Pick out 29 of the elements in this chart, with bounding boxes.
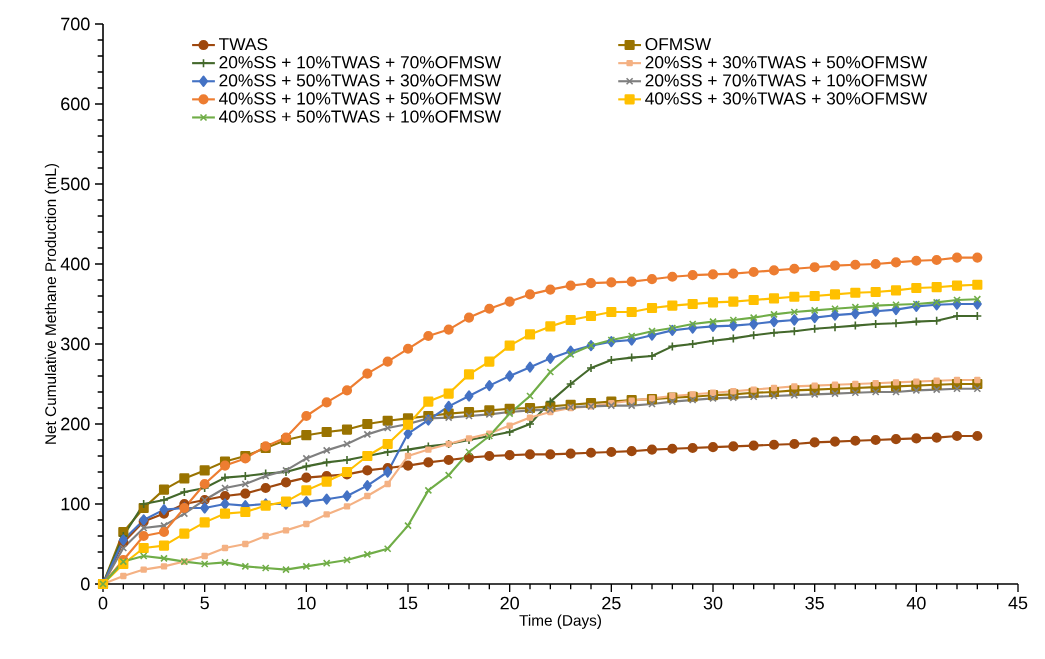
y-tick-label: 700 — [61, 17, 90, 31]
legend-label: TWAS — [219, 37, 268, 51]
x-tick-label: 15 — [399, 596, 418, 610]
y-tick-label: 100 — [61, 497, 90, 511]
x-tick-label: 45 — [1008, 596, 1028, 610]
y-tick-label: 500 — [60, 177, 90, 191]
x-tick-label: 35 — [805, 596, 824, 610]
legend-label: 20%SS + 50%TWAS + 30%OFMSW — [219, 74, 502, 87]
legend-label: 40%SS + 50%TWAS + 10%OFMSW — [219, 110, 502, 123]
legend-label: 20%SS + 10%TWAS + 70%OFMSW — [219, 56, 502, 69]
y-tick-label: 600 — [61, 97, 90, 111]
y-tick-label: 200 — [61, 417, 90, 431]
x-tick-label: 20 — [500, 596, 519, 610]
y-tick-label: 400 — [60, 257, 90, 271]
legend-label: 40%SS + 10%TWAS + 50%OFMSW — [219, 92, 502, 105]
y-axis-title: Net Cumulative Methane Production (mL) — [44, 163, 60, 444]
x-tick-label: 25 — [602, 596, 621, 610]
x-tick-label: 0 — [98, 596, 108, 610]
y-tick-label: 0 — [81, 577, 90, 591]
x-axis-title: Time (Days) — [519, 614, 601, 629]
y-tick-label: 300 — [60, 337, 90, 351]
x-tick-label: 10 — [297, 596, 316, 610]
x-tick-label: 30 — [703, 596, 723, 610]
legend-label: OFMSW — [645, 37, 712, 51]
x-tick-label: 5 — [200, 596, 209, 610]
legend-label: 20%SS + 30%TWAS + 50%OFMSW — [645, 56, 928, 69]
legend-label: 20%SS + 70%TWAS + 10%OFMSW — [645, 74, 928, 87]
x-tick-label: 40 — [906, 596, 926, 610]
legend-label: 40%SS + 30%TWAS + 30%OFMSW — [645, 92, 928, 105]
